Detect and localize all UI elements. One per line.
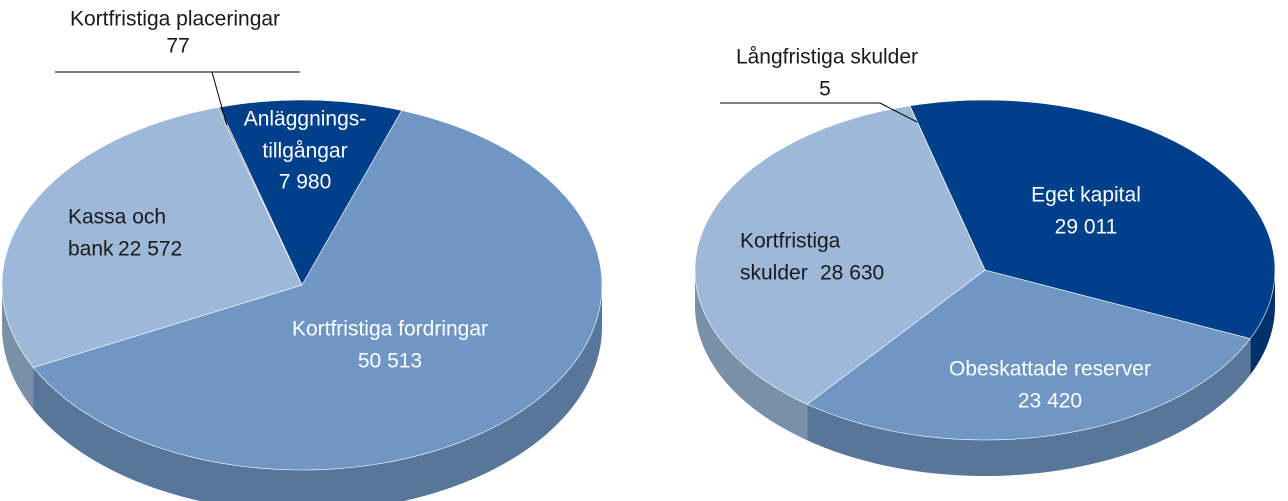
value-label: 23 420 (1018, 390, 1082, 413)
slice (217, 106, 303, 286)
slice (694, 105, 986, 405)
slice-label: Långfristiga skulder (736, 46, 918, 69)
slice-label: Eget kapital (1031, 184, 1141, 207)
slice-label: bank (68, 238, 114, 261)
slice-label: tillgångar (262, 140, 347, 163)
value-label: 7 980 (279, 171, 332, 194)
slice-label: Kassa och (68, 206, 166, 229)
slice (1, 107, 303, 368)
slice-side (1250, 270, 1275, 375)
slice (806, 269, 1251, 441)
slice-label: Kortfristiga (740, 230, 841, 253)
value-label: 22 572 (118, 238, 182, 261)
leader-line (211, 71, 228, 126)
value-label: 77 (166, 35, 189, 58)
value-label: 50 513 (358, 350, 422, 373)
slice-side (2, 285, 34, 410)
slice-label: skulder (740, 262, 808, 285)
slice-label: Kortfristiga fordringar (292, 318, 488, 341)
value-label: 28 630 (820, 262, 884, 285)
slice (32, 110, 603, 471)
slice-label: Kortfristiga placeringar (70, 8, 280, 31)
slice-label: Obeskattade reserver (949, 358, 1151, 381)
slice-label: Anläggnings- (244, 108, 367, 131)
slice (218, 99, 403, 286)
slice (909, 105, 986, 271)
value-label: 29 011 (1055, 216, 1118, 239)
slice (909, 99, 1276, 340)
slice-side (33, 285, 602, 501)
leader-line (879, 102, 918, 123)
value-label: 5 (819, 78, 831, 101)
slice-side (807, 338, 1251, 476)
slice-side (695, 270, 808, 441)
